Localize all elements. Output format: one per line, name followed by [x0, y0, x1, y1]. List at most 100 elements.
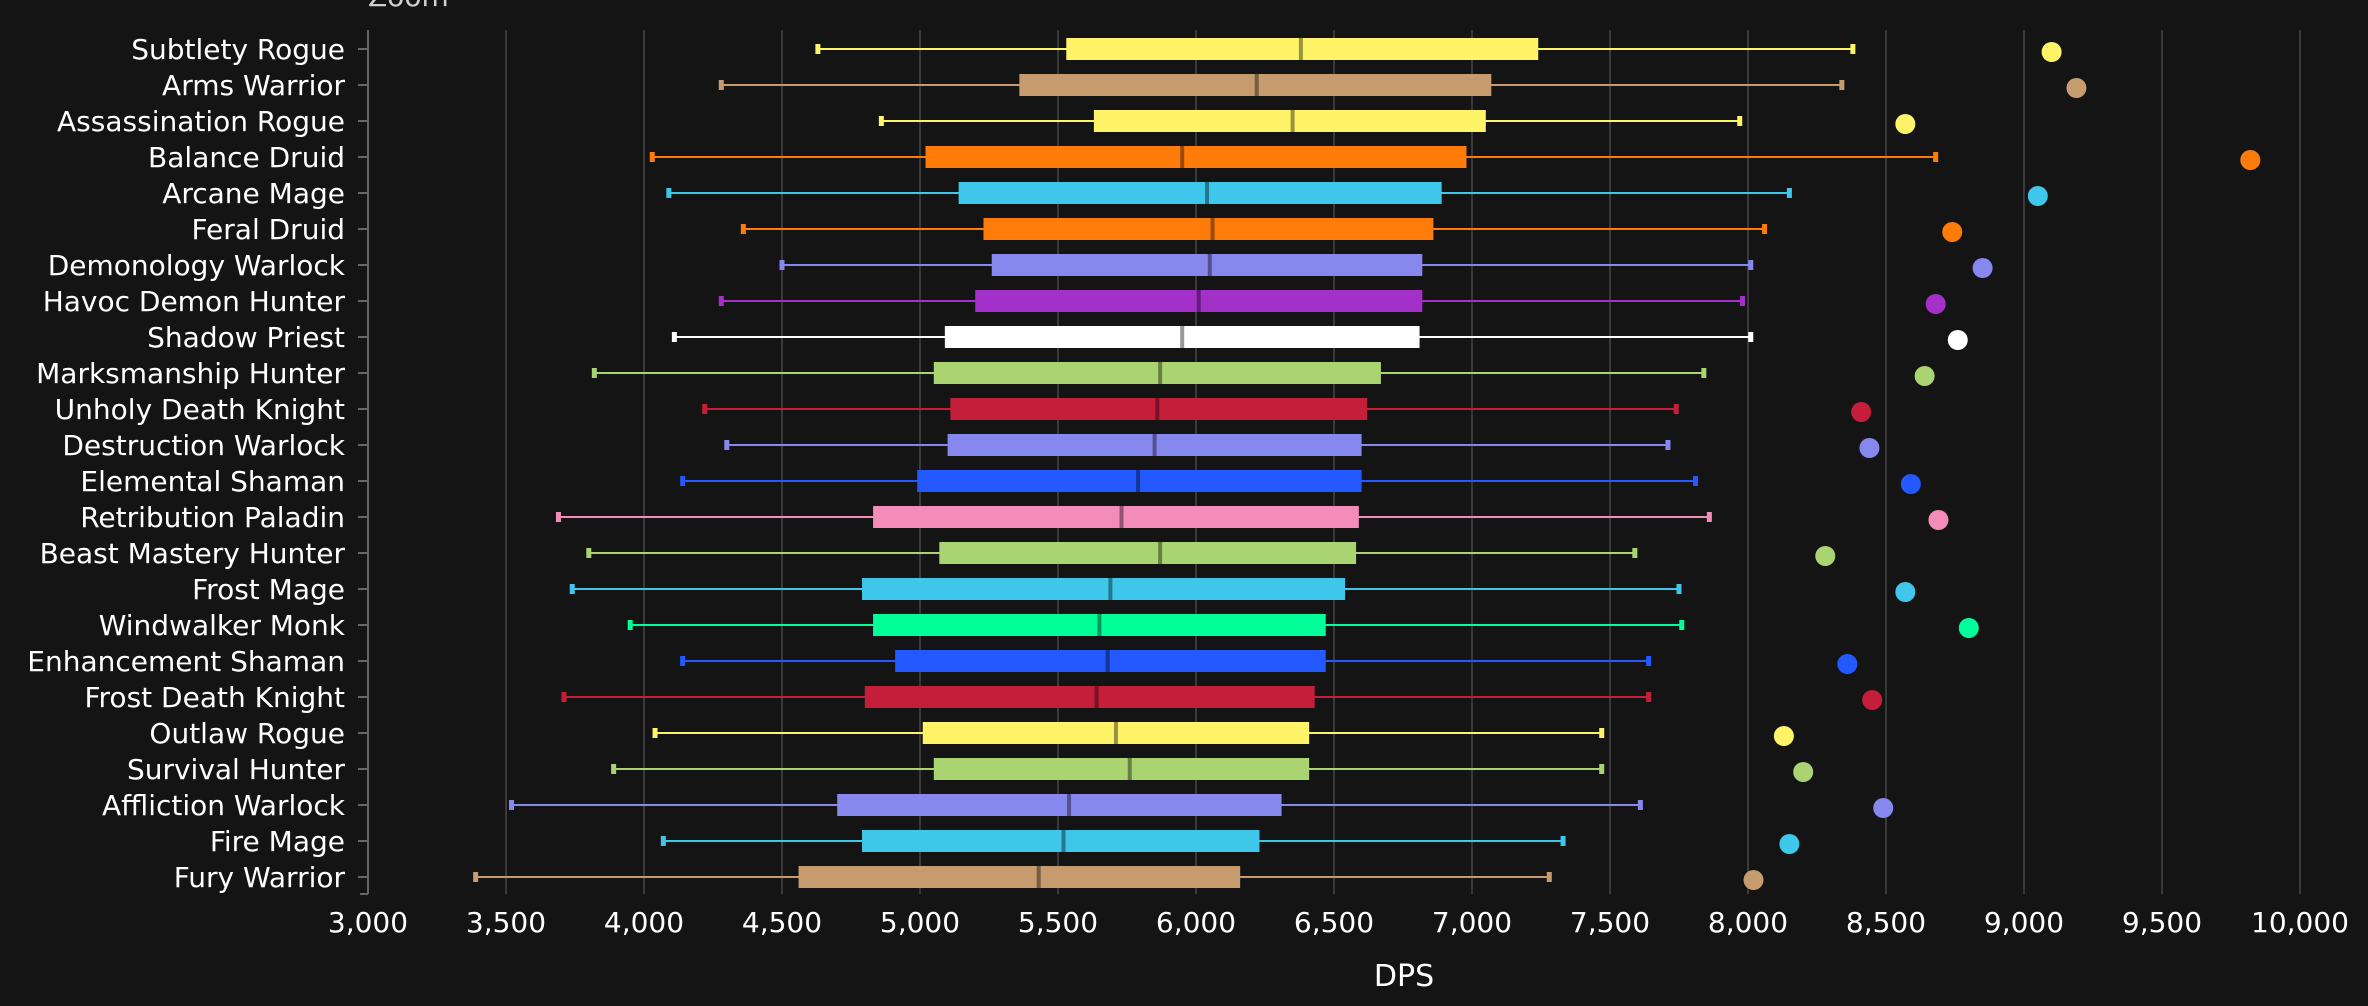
whisker-min-cap [740, 224, 746, 234]
box-iqr [939, 542, 1357, 564]
x-tick-label: 8,000 [1708, 906, 1788, 939]
max-point [1942, 222, 1963, 242]
max-point [1914, 366, 1935, 386]
axes [358, 30, 369, 895]
x-tick-label: 4,000 [604, 906, 684, 939]
whisker-min-cap [569, 584, 575, 594]
whisker-min-cap [779, 260, 785, 270]
x-axis-tick-labels: 3,000 3,500 4,000 4,500 5,000 5,500 6,000 6,500… [328, 906, 2349, 939]
category-label: Survival Hunter [127, 753, 346, 786]
grid-lines [505, 30, 2301, 894]
whisker-max-cap [1933, 152, 1939, 162]
box-plot-row [611, 758, 1605, 780]
box-iqr [837, 794, 1282, 816]
max-point [1925, 294, 1946, 314]
whisker-max-cap [1737, 116, 1743, 126]
box-iqr [895, 650, 1326, 672]
x-tick-label: 3,500 [466, 906, 546, 939]
max-point [1895, 582, 1916, 602]
box-plot-row [680, 470, 1699, 492]
max-point [2066, 78, 2087, 98]
box-plot-row [473, 866, 1552, 888]
whisker-min-cap [724, 440, 730, 450]
box-plot-row [649, 146, 1939, 168]
whisker-max-cap [1679, 620, 1685, 630]
whisker-min-cap [555, 512, 561, 522]
box-plot-row [680, 650, 1652, 672]
median-line [1158, 362, 1163, 384]
x-tick-label: 9,500 [2122, 906, 2202, 939]
box-plot-row [779, 254, 1754, 276]
max-point [1928, 510, 1949, 530]
median-line [1097, 614, 1102, 636]
max-point [1859, 438, 1880, 458]
whisker-max-cap [1786, 188, 1792, 198]
median-line [1061, 830, 1066, 852]
x-tick-label: 7,500 [1570, 906, 1650, 939]
box-iqr [933, 758, 1310, 780]
median-line [1155, 398, 1160, 420]
box-iqr [1093, 110, 1486, 132]
whisker-min-cap [473, 872, 479, 882]
category-label: Feral Druid [191, 213, 345, 246]
category-label: Elemental Shaman [80, 465, 345, 498]
max-point [1900, 474, 1921, 494]
category-label: Fury Warrior [174, 861, 346, 894]
category-label: Fire Mage [210, 825, 345, 858]
max-point [1862, 690, 1883, 710]
category-label: Demonology Warlock [48, 249, 346, 282]
category-label: Affliction Warlock [102, 789, 346, 822]
box-iqr [933, 362, 1381, 384]
whisker-max-cap [1632, 548, 1638, 558]
category-label: Enhancement Shaman [27, 645, 345, 678]
box-iqr [862, 830, 1260, 852]
median-line [1136, 470, 1141, 492]
whisker-min-cap [718, 296, 724, 306]
median-line [1036, 866, 1041, 888]
box-plot-row [740, 218, 1768, 240]
box-iqr [991, 254, 1423, 276]
whisker-min-cap [591, 368, 597, 378]
category-label: Destruction Warlock [62, 429, 345, 462]
zoom-label[interactable]: Zoom [368, 0, 449, 13]
whisker-max-cap [1693, 476, 1699, 486]
median-line [1113, 722, 1118, 744]
box-iqr [798, 866, 1241, 888]
whisker-max-cap [1748, 332, 1754, 342]
box-plot-row [878, 110, 1743, 132]
category-label: Marksmanship Hunter [36, 357, 345, 390]
box-plot-row [702, 398, 1679, 420]
whisker-max-cap [1665, 440, 1671, 450]
whisker-max-cap [1748, 260, 1754, 270]
category-label: Frost Mage [192, 573, 345, 606]
category-label: Balance Druid [148, 141, 345, 174]
whisker-min-cap [680, 656, 686, 666]
whisker-max-cap [1546, 872, 1552, 882]
median-line [1067, 794, 1072, 816]
whisker-max-cap [1599, 728, 1605, 738]
x-axis-title: DPS [1374, 959, 1434, 994]
category-label: Outlaw Rogue [149, 717, 345, 750]
whisker-max-cap [1637, 800, 1643, 810]
box-plot-row [724, 434, 1671, 456]
box-plot-row [718, 74, 1845, 96]
max-point [2240, 150, 2261, 170]
box-plot-row [586, 542, 1638, 564]
median-line [1105, 650, 1110, 672]
category-label: Havoc Demon Hunter [43, 285, 346, 318]
median-line [1298, 38, 1303, 60]
whisker-max-cap [1646, 692, 1652, 702]
whisker-max-cap [1701, 368, 1707, 378]
max-point [1815, 546, 1836, 566]
category-label: Arcane Mage [162, 177, 345, 210]
median-line [1210, 218, 1215, 240]
median-line [1119, 506, 1124, 528]
max-point [2027, 186, 2048, 206]
whisker-min-cap [702, 404, 708, 414]
whisker-max-cap [1839, 80, 1845, 90]
whisker-min-cap [878, 116, 884, 126]
box-plot-row [671, 326, 1754, 348]
whisker-max-cap [1762, 224, 1768, 234]
box-iqr [925, 146, 1467, 168]
